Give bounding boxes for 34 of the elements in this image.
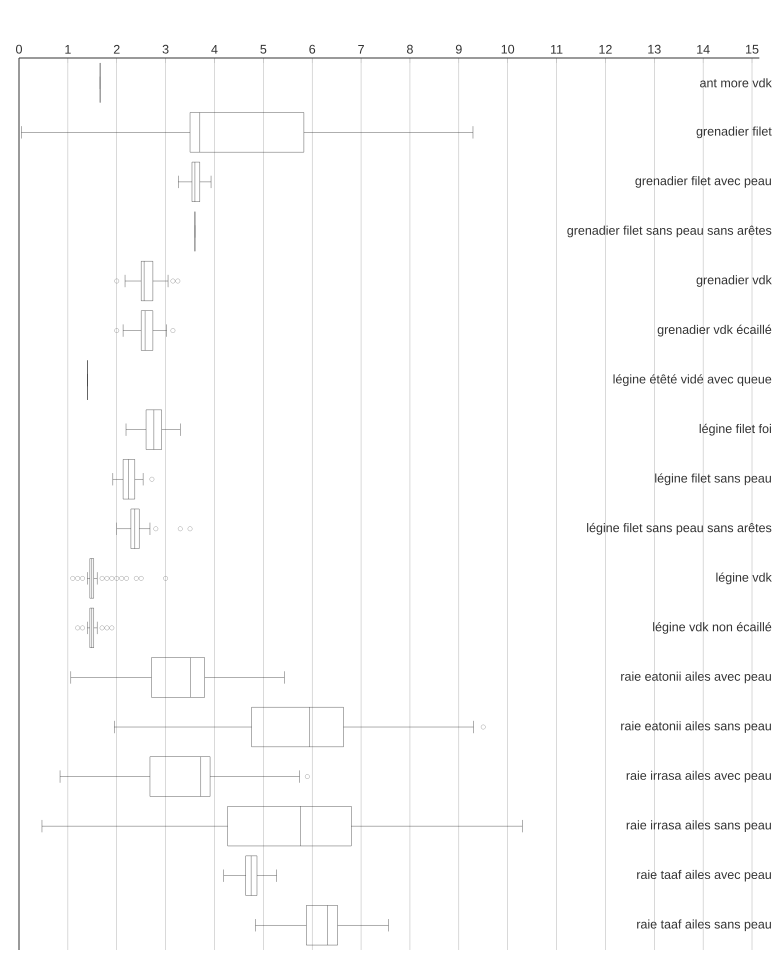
x-tick-label: 11 [551, 45, 562, 54]
x-tick-label: 9 [456, 44, 462, 54]
y-tick-label: grenadier filet [696, 126, 772, 138]
x-tick-label: 14 [697, 45, 710, 54]
x-tick-label: 3 [162, 44, 169, 54]
y-tick-label: raie eatonii ailes sans peau [621, 721, 771, 733]
x-tick-label: 13 [648, 44, 661, 54]
x-tick-label: 2 [114, 44, 120, 54]
y-tick-label: raie irrasa ailes avec peau [626, 770, 771, 782]
x-tick-label: 0 [16, 44, 22, 54]
y-tick-label: légine filet foi [700, 424, 771, 436]
y-tick-label: grenadier vdk [696, 275, 772, 287]
y-tick-label: légine filet sans peau [655, 473, 771, 486]
y-tick-label: grenadier vdk écaillé [658, 324, 772, 336]
x-tick-label: 4 [211, 45, 218, 54]
x-tick-label: 12 [599, 44, 612, 54]
y-tick-label: raie irrasa ailes sans peau [626, 820, 771, 832]
y-tick-label: raie eatonii ailes avec peau [621, 672, 771, 684]
x-tick-label: 6 [309, 44, 316, 54]
y-tick-label: raie taaf ailes avec peau [637, 870, 771, 882]
y-tick-label: légine filet sans peau sans arêtes [587, 522, 772, 535]
x-tick-label: 8 [407, 44, 413, 54]
y-tick-label: raie taaf ailes sans peau [637, 919, 771, 932]
y-tick-label: grenadier filet avec peau [635, 176, 771, 188]
y-tick-label: légine vdk [716, 572, 772, 584]
x-tick-label: 5 [260, 44, 266, 54]
y-tick-label: légine vdk non écaillé [653, 622, 772, 634]
x-tick-label: 10 [502, 44, 514, 54]
x-tick-label: 15 [746, 44, 758, 54]
y-tick-label: ant more vdk [700, 78, 772, 88]
y-tick-label: légine étêté vidé avec queue [614, 374, 772, 386]
y-tick-label: grenadier filet sans peau sans arêtes [567, 226, 772, 238]
x-tick-label: 1 [65, 45, 71, 54]
x-tick-label: 7 [358, 45, 364, 54]
